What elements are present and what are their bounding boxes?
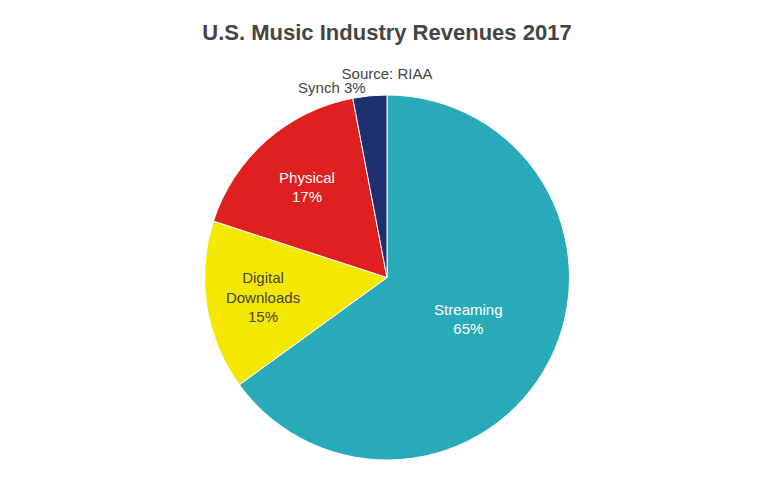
svg-text:DigitalDownloads15%: DigitalDownloads15% xyxy=(226,269,300,325)
svg-text:Source: RIAA: Source: RIAA xyxy=(342,65,433,82)
svg-text:Physical17%: Physical17% xyxy=(279,169,335,206)
svg-text:U.S. Music Industry Revenues 2: U.S. Music Industry Revenues 2017 xyxy=(202,20,571,45)
svg-text:Synch 3%: Synch 3% xyxy=(298,79,366,96)
svg-text:Streaming65%: Streaming65% xyxy=(434,301,502,338)
